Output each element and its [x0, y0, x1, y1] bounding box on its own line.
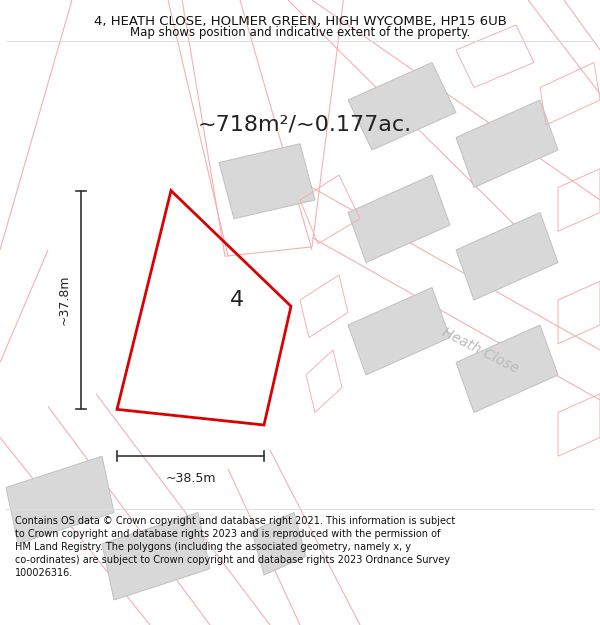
Polygon shape	[102, 512, 210, 600]
Text: ~37.8m: ~37.8m	[58, 275, 71, 325]
Text: ~718m²/~0.177ac.: ~718m²/~0.177ac.	[198, 115, 412, 135]
Polygon shape	[219, 144, 315, 219]
Polygon shape	[6, 456, 114, 544]
Text: Contains OS data © Crown copyright and database right 2021. This information is : Contains OS data © Crown copyright and d…	[15, 516, 455, 578]
Text: 4, HEATH CLOSE, HOLMER GREEN, HIGH WYCOMBE, HP15 6UB: 4, HEATH CLOSE, HOLMER GREEN, HIGH WYCOM…	[94, 16, 506, 28]
Polygon shape	[456, 213, 558, 300]
Polygon shape	[348, 288, 450, 375]
Polygon shape	[348, 62, 456, 150]
Text: Map shows position and indicative extent of the property.: Map shows position and indicative extent…	[130, 26, 470, 39]
Text: Heath Close: Heath Close	[439, 325, 521, 375]
Text: ~38.5m: ~38.5m	[165, 472, 216, 484]
Polygon shape	[456, 325, 558, 412]
Text: 4: 4	[230, 290, 244, 310]
Polygon shape	[252, 512, 306, 575]
Polygon shape	[456, 100, 558, 188]
Polygon shape	[348, 175, 450, 262]
